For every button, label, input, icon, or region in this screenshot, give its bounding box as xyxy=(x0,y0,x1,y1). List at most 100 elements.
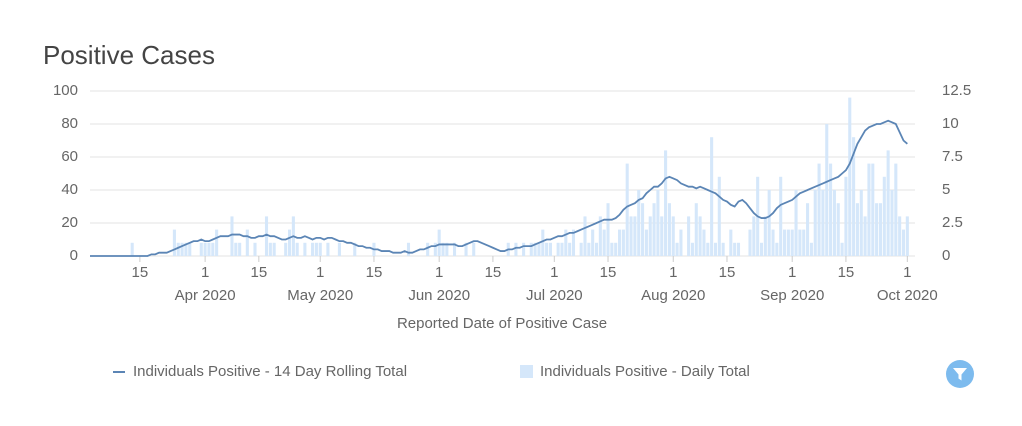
bar xyxy=(464,242,468,256)
bar xyxy=(437,229,441,256)
bar xyxy=(901,229,906,256)
chart-title: Positive Cases xyxy=(43,40,215,70)
bar xyxy=(353,242,357,256)
bar xyxy=(245,229,249,256)
bar xyxy=(802,229,806,256)
bar xyxy=(832,190,836,256)
x-month-label: Apr 2020 xyxy=(175,287,236,304)
y-tick-label: 100 xyxy=(53,82,78,99)
bar xyxy=(614,242,618,256)
bar xyxy=(453,242,457,256)
bar xyxy=(598,216,602,256)
bar xyxy=(886,150,890,256)
bar xyxy=(771,229,775,256)
bar xyxy=(618,229,622,256)
x-tick-label: 1 xyxy=(788,264,796,281)
bar xyxy=(840,242,844,256)
bar xyxy=(130,242,134,256)
bar xyxy=(215,229,219,256)
x-month-label: Jun 2020 xyxy=(408,287,470,304)
bar xyxy=(441,242,445,256)
bar xyxy=(660,216,664,256)
bar xyxy=(809,242,813,256)
x-month-label: May 2020 xyxy=(287,287,353,304)
filter-button[interactable] xyxy=(946,360,974,388)
bar xyxy=(272,242,276,256)
bar xyxy=(794,190,798,256)
x-tick-label: 15 xyxy=(719,264,736,281)
bar xyxy=(625,163,629,256)
bar xyxy=(859,190,863,256)
bar xyxy=(875,203,879,256)
x-tick-label: 15 xyxy=(250,264,267,281)
bar xyxy=(882,176,886,256)
x-tick-label: 15 xyxy=(600,264,617,281)
bar xyxy=(326,242,330,256)
bar xyxy=(710,137,714,256)
bar xyxy=(579,242,583,256)
bar xyxy=(230,216,234,256)
bar xyxy=(748,229,752,256)
bar xyxy=(591,229,595,256)
y2-tick-label: 7.5 xyxy=(942,148,963,165)
bar xyxy=(529,242,533,256)
bar xyxy=(594,242,599,256)
y2-tick-label: 12.5 xyxy=(942,82,971,99)
bar xyxy=(713,242,717,256)
x-tick-label: 15 xyxy=(366,264,383,281)
legend-label: Individuals Positive - 14 Day Rolling To… xyxy=(133,363,407,380)
bar xyxy=(621,229,625,256)
bar xyxy=(790,229,794,256)
bar xyxy=(560,242,564,256)
y2-tick-label: 2.5 xyxy=(942,214,963,231)
bar xyxy=(211,242,215,256)
bar xyxy=(667,203,671,256)
bar xyxy=(629,216,633,256)
bar xyxy=(752,216,756,256)
bar xyxy=(472,242,476,256)
bar xyxy=(786,229,790,256)
bar xyxy=(445,242,449,256)
bar xyxy=(852,137,856,256)
y2-tick-label: 5 xyxy=(942,181,950,198)
bar xyxy=(767,190,771,256)
bar xyxy=(652,203,656,256)
bar xyxy=(188,242,192,256)
line xyxy=(90,119,908,257)
y-tick-label: 20 xyxy=(61,214,78,231)
bar xyxy=(844,176,848,256)
bar xyxy=(679,229,683,256)
bar xyxy=(721,242,725,256)
bar xyxy=(238,242,242,256)
bar xyxy=(848,97,852,256)
bar xyxy=(775,242,779,256)
bar xyxy=(176,242,180,256)
bar xyxy=(583,216,587,256)
y2-tick-label: 0 xyxy=(942,247,950,264)
x-axis-title: Reported Date of Positive Case xyxy=(397,315,607,332)
bar xyxy=(426,242,430,256)
bar xyxy=(203,242,207,256)
x-tick-label: 1 xyxy=(435,264,443,281)
bar xyxy=(702,229,706,256)
bar xyxy=(606,203,610,256)
bar xyxy=(284,242,288,256)
bar xyxy=(664,150,668,256)
x-tick-label: 1 xyxy=(669,264,677,281)
bar xyxy=(234,242,238,256)
bar xyxy=(633,216,637,256)
bar xyxy=(644,229,648,256)
bar xyxy=(878,203,882,256)
bar xyxy=(806,203,810,256)
y-tick-label: 40 xyxy=(61,181,78,198)
bar xyxy=(675,242,679,256)
y2-tick-label: 10 xyxy=(942,115,959,132)
bar xyxy=(763,216,767,256)
bar xyxy=(894,163,898,256)
bar xyxy=(783,229,787,256)
bar xyxy=(829,163,833,256)
bar xyxy=(898,216,902,256)
bar xyxy=(890,190,894,256)
bar xyxy=(318,242,322,256)
